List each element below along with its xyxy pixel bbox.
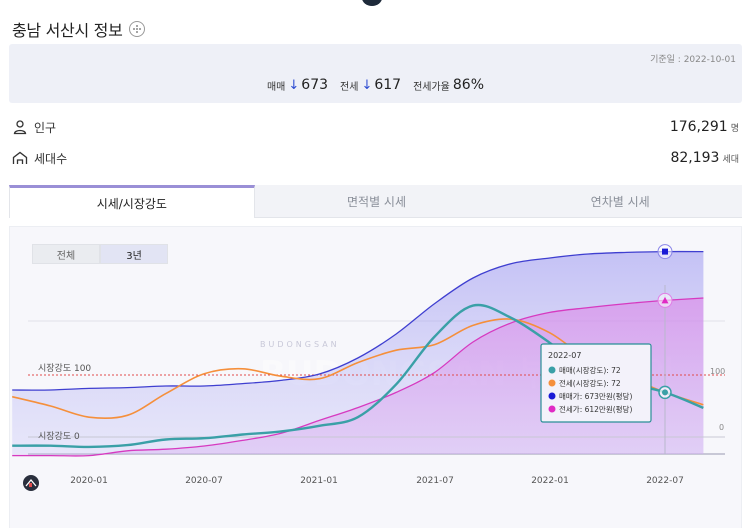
tooltip-date: 2022-07 <box>548 351 581 360</box>
rent-price-area <box>12 298 704 456</box>
ref-100-label: 시장강도 100 <box>38 363 91 374</box>
tooltip-box <box>540 343 652 423</box>
x-tick-label: 2022-07 <box>646 476 684 486</box>
person-icon <box>12 119 28 135</box>
tab-market-strength[interactable]: 시세/시장강도 <box>9 185 255 218</box>
chart-tooltip: 2022-07 매매(시장강도): 72 전세(시장강도): 72 매매가: 6… <box>540 343 652 423</box>
sale-price-line <box>12 250 704 391</box>
rent-price-marker <box>661 296 669 304</box>
ratio-stat-value: 86% <box>452 77 485 93</box>
x-tick-label: 2021-01 <box>300 476 338 486</box>
tooltip-dot <box>548 366 556 374</box>
population-unit: 명 <box>730 123 739 134</box>
ratio-stat: 전세가율 86% <box>413 77 484 93</box>
sale-price-marker <box>662 248 668 255</box>
house-icon <box>12 150 28 166</box>
population-label: 인구 <box>34 120 57 135</box>
top-indicator-dot <box>362 0 382 6</box>
more-options-icon[interactable] <box>128 21 145 37</box>
population-value: 176,291 <box>669 119 728 135</box>
right-0-label: 0 <box>719 423 724 432</box>
base-date: 기준일 : 2022-10-01 <box>650 55 736 65</box>
page-title: 충남 서산시 정보 <box>12 21 123 40</box>
tooltip-item: 전세가: 612만원(평당) <box>559 404 632 414</box>
rent-stat: 전세 ↓ 617 <box>340 77 401 93</box>
x-tick-label: 2021-07 <box>416 476 454 486</box>
tooltip-item: 전세(시장강도): 72 <box>559 378 621 388</box>
x-tick-labels: 2020-01 2020-07 2021-01 2021-07 2022-01 … <box>70 476 684 486</box>
down-arrow-icon: ↓ <box>288 77 300 93</box>
price-summary-panel: 기준일 : 2022-10-01 매매 ↓ 673 전세 ↓ 617 전세가율 … <box>9 44 742 103</box>
ref-0-label: 시장강도 0 <box>38 431 80 442</box>
x-tick-label: 2020-07 <box>185 476 223 486</box>
range-3y-button[interactable]: 3년 <box>100 244 168 264</box>
tooltip-dot <box>548 379 556 387</box>
sale-stat: 매매 ↓ 673 <box>267 77 328 93</box>
tab-price-by-age[interactable]: 연차별 시세 <box>498 185 743 218</box>
range-all-button[interactable]: 전체 <box>32 244 100 264</box>
households-row: 세대수 82,193 세대 <box>12 147 739 169</box>
households-value: 82,193 <box>670 150 720 166</box>
summary-stats: 매매 ↓ 673 전세 ↓ 617 전세가율 86% <box>9 77 742 93</box>
rent-price-line <box>12 297 704 457</box>
tooltip-item: 매매(시장강도): 72 <box>559 365 621 375</box>
x-tick-label: 2022-01 <box>531 476 569 486</box>
rent-stat-value: 617 <box>374 77 402 93</box>
tab-price-by-area[interactable]: 면적별 시세 <box>254 185 499 218</box>
watermark-small: BUDONGSAN <box>260 340 340 349</box>
ratio-stat-label: 전세가율 <box>413 81 450 93</box>
page-header: 충남 서산시 정보 <box>12 17 145 41</box>
tooltip-item: 매매가: 673만원(평당) <box>559 391 632 401</box>
market-chart[interactable]: BUDONGSAN BUDONGSAN 부동산지인 시장강도 100 시장강도 … <box>10 227 743 528</box>
tooltip-dot <box>548 392 556 400</box>
population-row: 인구 176,291 명 <box>12 116 739 138</box>
sale-stat-label: 매매 <box>266 81 286 93</box>
chart-panel: 전체 3년 BUDONGSAN BUDONGSAN 부동산지인 시장강도 100… <box>9 226 742 528</box>
rent-stat-label: 전세 <box>340 81 359 93</box>
down-arrow-icon: ↓ <box>361 77 373 93</box>
households-unit: 세대 <box>722 154 739 165</box>
right-100-label: 100 <box>710 367 725 376</box>
sale-stat-value: 673 <box>301 77 329 93</box>
brand-logo-icon <box>23 475 39 491</box>
range-selector: 전체 3년 <box>32 244 168 264</box>
tab-bar: 시세/시장강도 면적별 시세 연차별 시세 <box>9 185 743 218</box>
sale-strength-marker-dot <box>662 389 668 396</box>
tooltip-dot <box>548 405 556 413</box>
households-label: 세대수 <box>34 151 68 166</box>
x-tick-label: 2020-01 <box>70 476 108 486</box>
